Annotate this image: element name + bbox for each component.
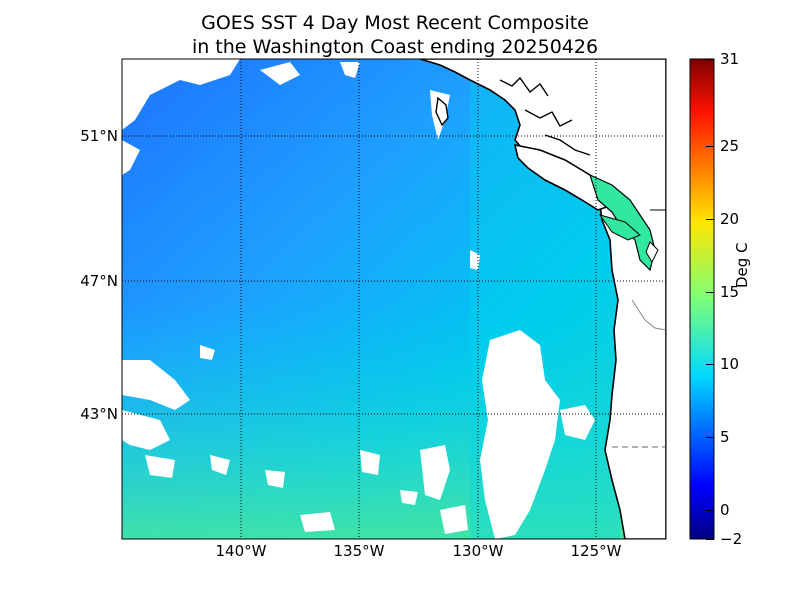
colorbar-tick-mark	[706, 509, 714, 511]
map-frame	[121, 58, 667, 540]
colorbar-tick-mark	[706, 146, 714, 148]
lon-label-135w: 135°W	[333, 542, 385, 560]
lon-label-125w: 125°W	[570, 542, 622, 560]
colorbar-tick-mark	[706, 291, 714, 293]
land	[419, 59, 666, 539]
colorbar-tick-label: 0	[720, 500, 730, 519]
lat-label-43n: 43°N	[80, 405, 118, 423]
colorbar-tick-label: 5	[720, 428, 730, 447]
lon-label-130w: 130°W	[452, 542, 504, 560]
lon-label-140w: 140°W	[215, 542, 267, 560]
colorbar-label: Deg C	[733, 242, 751, 288]
colorbar-tick-mark	[706, 219, 714, 220]
colorbar-tick-label: 31	[720, 50, 740, 68]
colorbar-tick-label: 10	[720, 355, 740, 374]
lat-label-47n: 47°N	[80, 272, 118, 290]
colorbar-tick-mark	[706, 437, 714, 439]
colorbar-tick-mark	[706, 59, 714, 60]
colorbar-tick-label: −2	[720, 530, 743, 548]
cloud-gaps	[122, 59, 595, 539]
lat-label-51n: 51°N	[80, 127, 118, 145]
colorbar-gradient	[689, 58, 715, 540]
colorbar-tick-mark	[706, 364, 714, 366]
colorbar-tick-label: 15	[720, 282, 740, 301]
colorbar-tick-label: 20	[720, 210, 740, 228]
graticule	[122, 59, 666, 539]
colorbar-tick-mark	[706, 539, 714, 540]
colorbar-tick-label: 25	[720, 137, 740, 156]
map-title-line1: GOES SST 4 Day Most Recent Composite	[201, 12, 589, 34]
map-title-line2: in the Washington Coast ending 20250426	[191, 36, 599, 58]
